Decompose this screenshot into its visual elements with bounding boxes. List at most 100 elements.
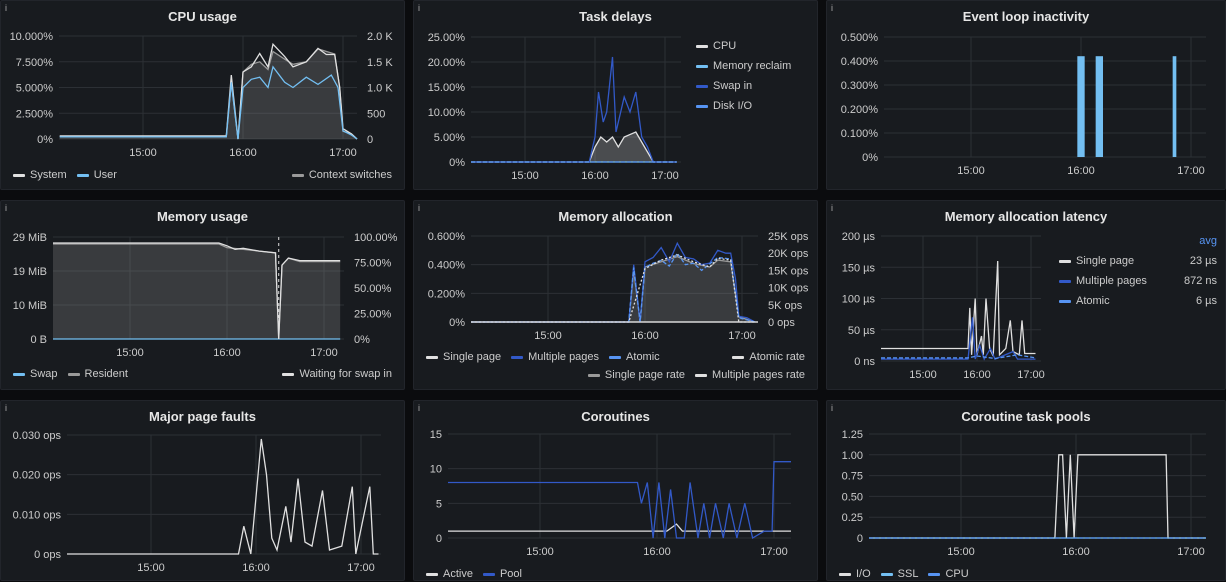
info-icon[interactable]: i [5, 403, 7, 413]
legend-label: CPU [713, 40, 737, 52]
y-right-tick-label: 25.00% [354, 309, 392, 321]
panel-title[interactable]: Major page faults [149, 409, 256, 424]
panel-coroutines[interactable]: i Coroutines 0 5 10 15 15:00 16:00 17:00 Active Po… [413, 400, 818, 581]
panel-memory-allocation-latency[interactable]: i Memory allocation latency 0 ns 50 µs 100 µ… [826, 200, 1226, 390]
y-tick-label: 10.000% [10, 31, 54, 43]
legend-item[interactable]: User [76, 169, 117, 181]
legend-label: Single page [443, 351, 502, 363]
legend-swatch [928, 572, 941, 576]
legend-item[interactable]: Context switches [291, 169, 392, 181]
legend: Single page Multiple pages Atomic [426, 351, 660, 363]
legend-label: I/O [856, 568, 871, 580]
legend-swatch [609, 355, 622, 359]
info-icon[interactable]: i [5, 3, 7, 13]
info-icon[interactable]: i [418, 403, 420, 413]
legend-item[interactable]: Multiple pages rate [695, 369, 805, 381]
panel-task-delays[interactable]: i Task delays 0% 5.00% 10.00% 15.00% 20.00% 25.… [413, 0, 818, 190]
x-tick-label: 16:00 [242, 562, 270, 574]
legend-label: Single page [1076, 255, 1135, 267]
legend-item[interactable]: Atomic rate [732, 351, 805, 363]
legend-item[interactable]: Resident [67, 368, 128, 380]
legend-swatch [1059, 299, 1071, 303]
legend-item[interactable]: CPU [928, 568, 969, 580]
info-icon[interactable]: i [831, 403, 833, 413]
panel-title[interactable]: Memory allocation [558, 209, 673, 224]
legend-label: Swap [30, 368, 58, 380]
legend-label: Multiple pages [1076, 275, 1147, 287]
series-active [448, 523, 791, 532]
legend-label: User [93, 169, 117, 181]
legend: avg Single page 23 µs Multiple pages 872 ns A… [1059, 231, 1217, 311]
legend-swatch [76, 173, 89, 177]
y-tick-label: 0 [436, 533, 442, 545]
series-major-page-faults [67, 438, 379, 555]
panel-title[interactable]: Memory usage [156, 209, 249, 224]
y-tick-label: 0 B [30, 334, 47, 346]
legend-label: Atomic [626, 351, 660, 363]
legend: Waiting for swap in [282, 368, 392, 380]
legend-item[interactable]: SSL [880, 568, 918, 580]
legend-item[interactable]: CPU [696, 36, 806, 56]
panel-title[interactable]: Task delays [579, 9, 652, 24]
panel-title[interactable]: Event loop inactivity [962, 9, 1090, 24]
legend-item[interactable]: System [13, 169, 67, 181]
info-icon[interactable]: i [418, 203, 420, 213]
legend-swatch [696, 104, 708, 108]
legend-item[interactable]: Waiting for swap in [282, 368, 392, 380]
panel-major-page-faults[interactable]: i Major page faults 0 ops 0.010 ops 0.020 op… [0, 400, 405, 581]
y-right-tick-label: 50.00% [354, 283, 392, 295]
y-tick-label: 5.00% [434, 132, 465, 144]
panel-title[interactable]: CPU usage [168, 9, 237, 24]
y-tick-label: 0 ns [854, 356, 875, 368]
legend-item[interactable]: Multiple pages [511, 351, 599, 363]
y-tick-label: 150 µs [842, 262, 876, 274]
legend-item[interactable]: Multiple pages 872 ns [1059, 271, 1217, 291]
legend-item[interactable]: Active [426, 568, 473, 580]
info-icon[interactable]: i [5, 203, 7, 213]
panel-cpu-usage[interactable]: i CPU usage 0% 2.500% 5.000% 7.500% 10.000% 0 50… [0, 0, 405, 190]
legend-item[interactable]: Swap in [696, 76, 806, 96]
info-icon[interactable]: i [831, 203, 833, 213]
x-tick-label: 15:00 [534, 330, 562, 342]
y-tick-label: 20.00% [428, 57, 466, 69]
panel-coroutine-task-pools[interactable]: i Coroutine task pools 0 0.25 0.50 0.75 1.00 1.… [826, 400, 1226, 581]
legend-item[interactable]: Single page 23 µs [1059, 251, 1217, 271]
y-tick-label: 5.000% [16, 83, 54, 95]
panel-memory-allocation[interactable]: i Memory allocation 0% 0.200% 0.400% 0.600% 0 … [413, 200, 818, 390]
legend-item[interactable]: I/O [839, 568, 871, 580]
legend-item[interactable]: Swap [13, 368, 58, 380]
legend-swatch [426, 355, 438, 359]
panel-memory-usage[interactable]: i Memory usage 0 B 10 MiB 19 MiB 29 MiB 0% 25.0… [0, 200, 405, 390]
panel-title[interactable]: Coroutines [581, 409, 650, 424]
legend: I/O SSL CPU [839, 568, 969, 580]
x-tick-label: 15:00 [129, 147, 157, 159]
legend-swatch [13, 372, 25, 376]
legend-avg-value: 23 µs [1189, 255, 1217, 267]
legend-item[interactable]: Pool [482, 568, 522, 580]
y-tick-label: 0.200% [428, 288, 466, 300]
info-icon[interactable]: i [418, 3, 420, 13]
legend-item[interactable]: Atomic 6 µs [1059, 291, 1217, 311]
info-icon[interactable]: i [831, 3, 833, 13]
panel-title[interactable]: Coroutine task pools [961, 409, 1091, 424]
legend-item[interactable]: Single page [426, 351, 501, 363]
x-tick-label: 17:00 [651, 170, 679, 182]
legend-swatch [732, 355, 745, 359]
legend-swatch [587, 373, 600, 377]
y-right-tick-label: 10K ops [768, 283, 809, 295]
x-tick-label: 17:00 [728, 330, 756, 342]
legend-header-avg[interactable]: avg [1199, 235, 1217, 247]
legend-item[interactable]: Memory reclaim [696, 56, 806, 76]
panel-event-loop-inactivity[interactable]: i Event loop inactivity 0% 0.100% 0.200% 0.30… [826, 0, 1226, 190]
legend-label: Swap in [713, 80, 753, 92]
legend-label: Atomic [1076, 295, 1110, 307]
y-tick-label: 0.25 [842, 512, 863, 524]
legend-item[interactable]: Single page rate [587, 369, 685, 381]
legend-item[interactable]: Disk I/O [696, 96, 806, 116]
y-tick-label: 15 [430, 429, 442, 441]
y-tick-label: 0.600% [428, 231, 466, 243]
x-tick-label: 16:00 [963, 369, 991, 381]
x-tick-label: 16:00 [581, 170, 609, 182]
legend-item[interactable]: Atomic [609, 351, 660, 363]
panel-title[interactable]: Memory allocation latency [944, 209, 1108, 224]
